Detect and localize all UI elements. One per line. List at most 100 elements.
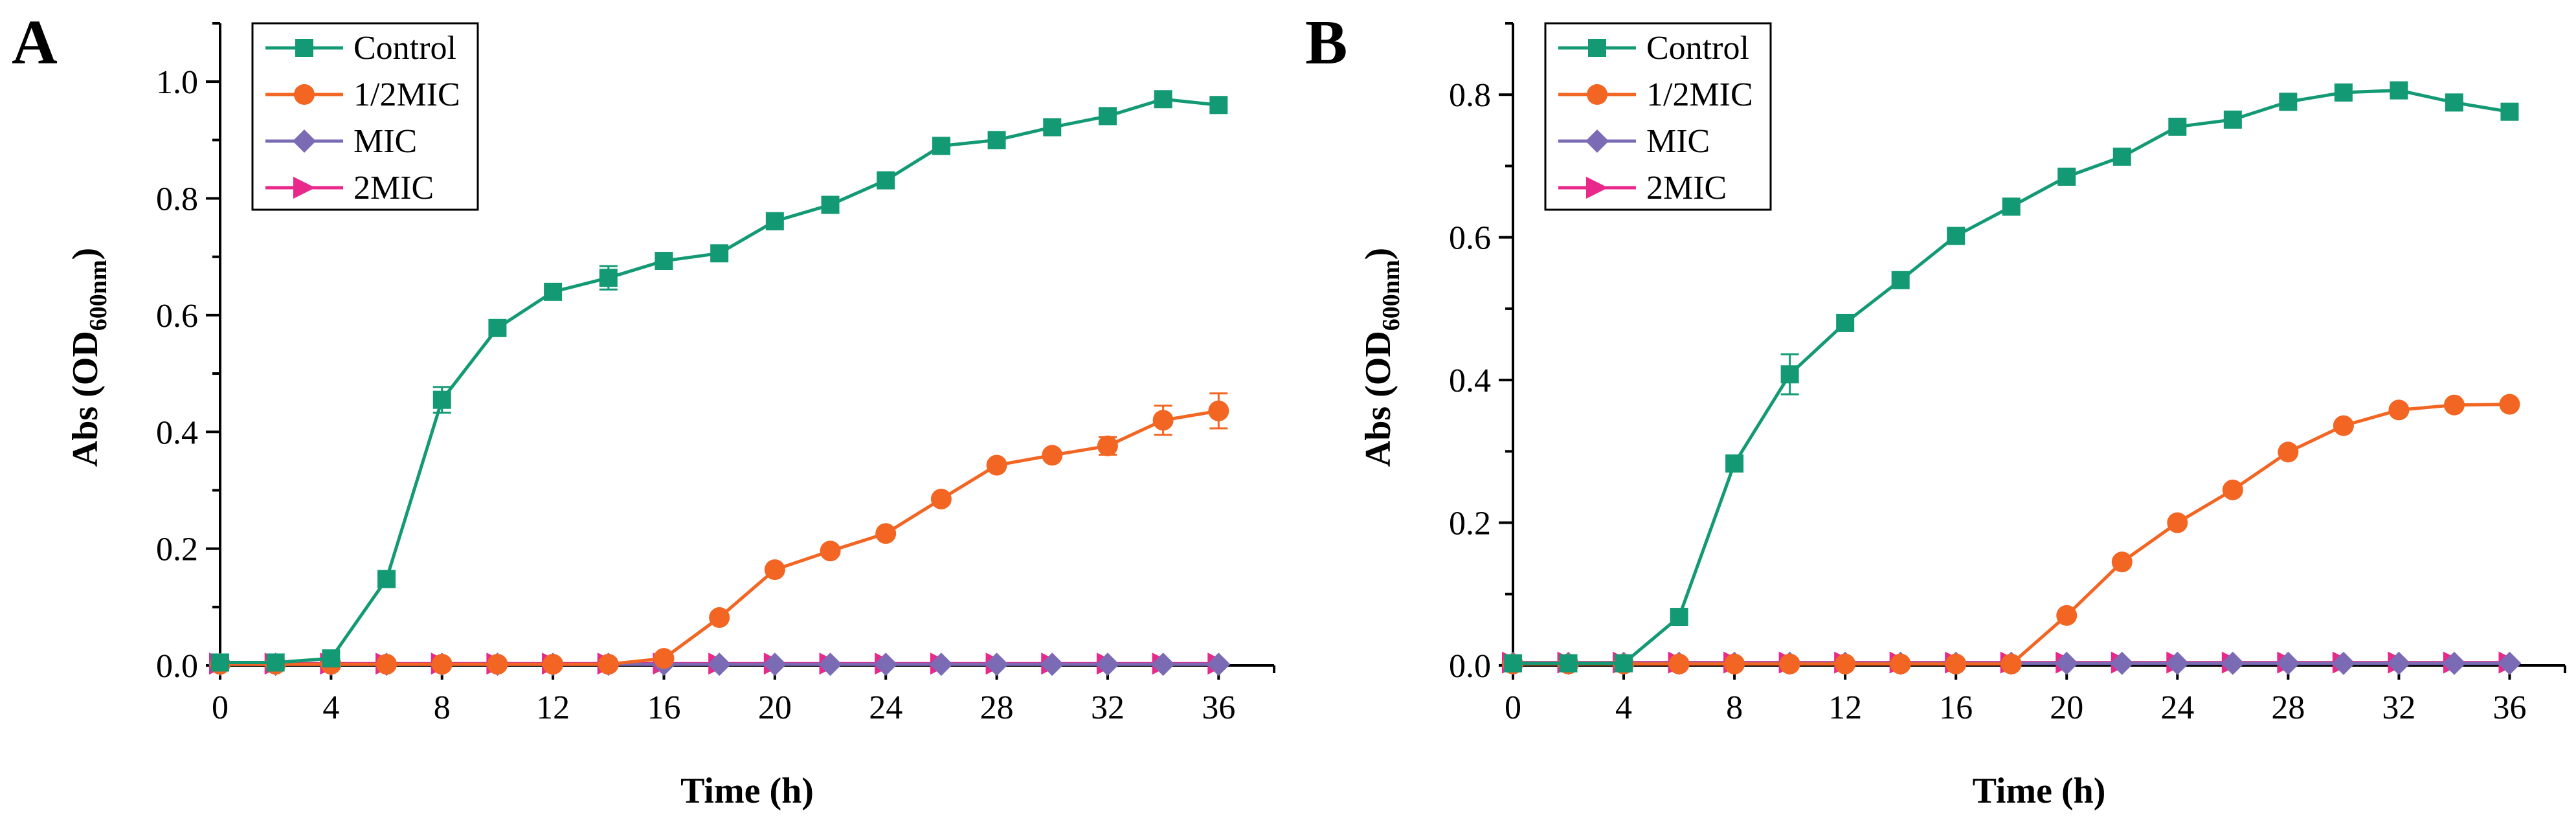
data-point <box>2166 651 2190 675</box>
data-point <box>1890 653 1911 674</box>
data-point <box>2168 117 2187 136</box>
data-point <box>2387 651 2411 675</box>
y-tick-label: 0.8 <box>1449 77 1491 114</box>
data-point <box>1098 107 1117 126</box>
x-tick-label: 24 <box>2160 689 2194 726</box>
x-tick-label: 0 <box>1505 689 1521 726</box>
series-control <box>1504 81 2519 673</box>
data-point <box>543 654 564 675</box>
legend-marker <box>293 129 316 153</box>
data-point <box>1779 653 1800 674</box>
data-point <box>1668 653 1690 674</box>
x-tick-label: 32 <box>2382 689 2415 726</box>
data-point <box>2445 93 2463 112</box>
legend-box <box>251 22 479 211</box>
y-axis-title-prefix: Abs (OD <box>65 331 106 467</box>
x-tick-label: 36 <box>1202 689 1235 726</box>
y-axis-title-prefix: Abs (OD <box>1358 331 1398 467</box>
data-point <box>2333 415 2354 436</box>
data-point <box>2498 651 2522 675</box>
data-point <box>598 654 619 675</box>
data-point <box>2334 83 2353 102</box>
data-point <box>1043 118 1062 137</box>
legend-box <box>1544 22 1772 211</box>
data-point <box>2055 651 2079 675</box>
data-point <box>987 131 1006 150</box>
legend-label: 2MIC <box>1646 170 1727 206</box>
data-point <box>2499 394 2520 415</box>
data-point <box>2278 441 2299 463</box>
legend-label: Control <box>353 30 456 67</box>
y-axis-title-suffix: ) <box>65 248 106 260</box>
data-point <box>211 653 229 672</box>
legend-label: 2MIC <box>353 170 434 206</box>
x-tick-label: 20 <box>758 689 792 726</box>
data-point <box>710 244 729 263</box>
data-point <box>2222 479 2243 500</box>
x-tick-label: 0 <box>212 689 229 726</box>
data-point <box>2279 93 2298 111</box>
data-point <box>2110 651 2134 675</box>
legend-label: Control <box>1646 30 1749 67</box>
x-tick-label: 28 <box>2271 689 2305 726</box>
data-point <box>377 570 396 588</box>
data-point <box>708 652 732 676</box>
data-point <box>763 652 787 676</box>
data-point <box>709 607 730 629</box>
data-point <box>2500 102 2519 121</box>
legend-label: 1/2MIC <box>1646 76 1753 113</box>
data-point <box>487 654 508 675</box>
data-point <box>1670 608 1688 627</box>
y-tick-label: 0.6 <box>156 298 198 335</box>
data-point <box>1724 653 1745 674</box>
data-point <box>1836 313 1855 332</box>
y-tick-label: 0.0 <box>156 648 198 685</box>
x-tick-label: 32 <box>1091 689 1125 726</box>
data-point <box>2331 651 2355 675</box>
chart-panel-b: B 0 4 8 12 16 20 24 28 32 36 0.0 0.2 0.4 0.6 0.8 Time (h… <box>1305 8 2566 811</box>
legend-marker <box>293 177 315 199</box>
y-tick-label: 0.0 <box>1449 648 1491 685</box>
x-tick-label: 12 <box>1828 689 1862 726</box>
data-point <box>431 654 453 675</box>
data-point <box>2000 653 2022 674</box>
data-point <box>818 652 842 676</box>
data-point <box>1040 652 1064 676</box>
x-tick-label: 4 <box>322 689 339 726</box>
data-point <box>1947 227 1966 245</box>
x-tick-label: 20 <box>2050 689 2083 726</box>
data-point <box>932 137 950 155</box>
y-tick-label: 0.4 <box>1449 362 1491 399</box>
data-point <box>2443 394 2465 416</box>
data-point <box>488 318 507 337</box>
legend: Control 1/2MIC MIC 2MIC <box>251 22 479 211</box>
data-point <box>376 654 398 675</box>
x-tick-label: 28 <box>980 689 1014 726</box>
data-point <box>820 540 841 562</box>
data-point <box>655 252 673 271</box>
series-control <box>211 90 1228 672</box>
y-axis-title-suffix: ) <box>1358 248 1398 260</box>
data-point <box>1095 652 1119 676</box>
data-point <box>765 212 784 230</box>
legend-marker <box>1587 84 1607 105</box>
x-tick-label: 24 <box>869 689 902 726</box>
data-point <box>2388 399 2410 421</box>
data-point <box>322 649 341 668</box>
legend-label: MIC <box>1646 123 1710 160</box>
data-point <box>1780 365 1799 384</box>
series-1-2mic <box>210 392 1229 675</box>
data-point <box>2057 167 2076 186</box>
data-point <box>929 652 953 676</box>
y-tick-label: 0.8 <box>156 181 198 218</box>
data-point <box>2056 605 2078 626</box>
x-axis-title: Time (h) <box>680 771 814 811</box>
data-point <box>821 195 840 214</box>
y-axis-title-subscript: 600nm <box>85 260 112 331</box>
data-point <box>2442 651 2466 675</box>
data-point <box>1945 653 1967 674</box>
data-point <box>1152 410 1174 431</box>
data-point <box>2002 197 2021 216</box>
y-axis-title: Abs (OD600nm) <box>65 248 112 467</box>
